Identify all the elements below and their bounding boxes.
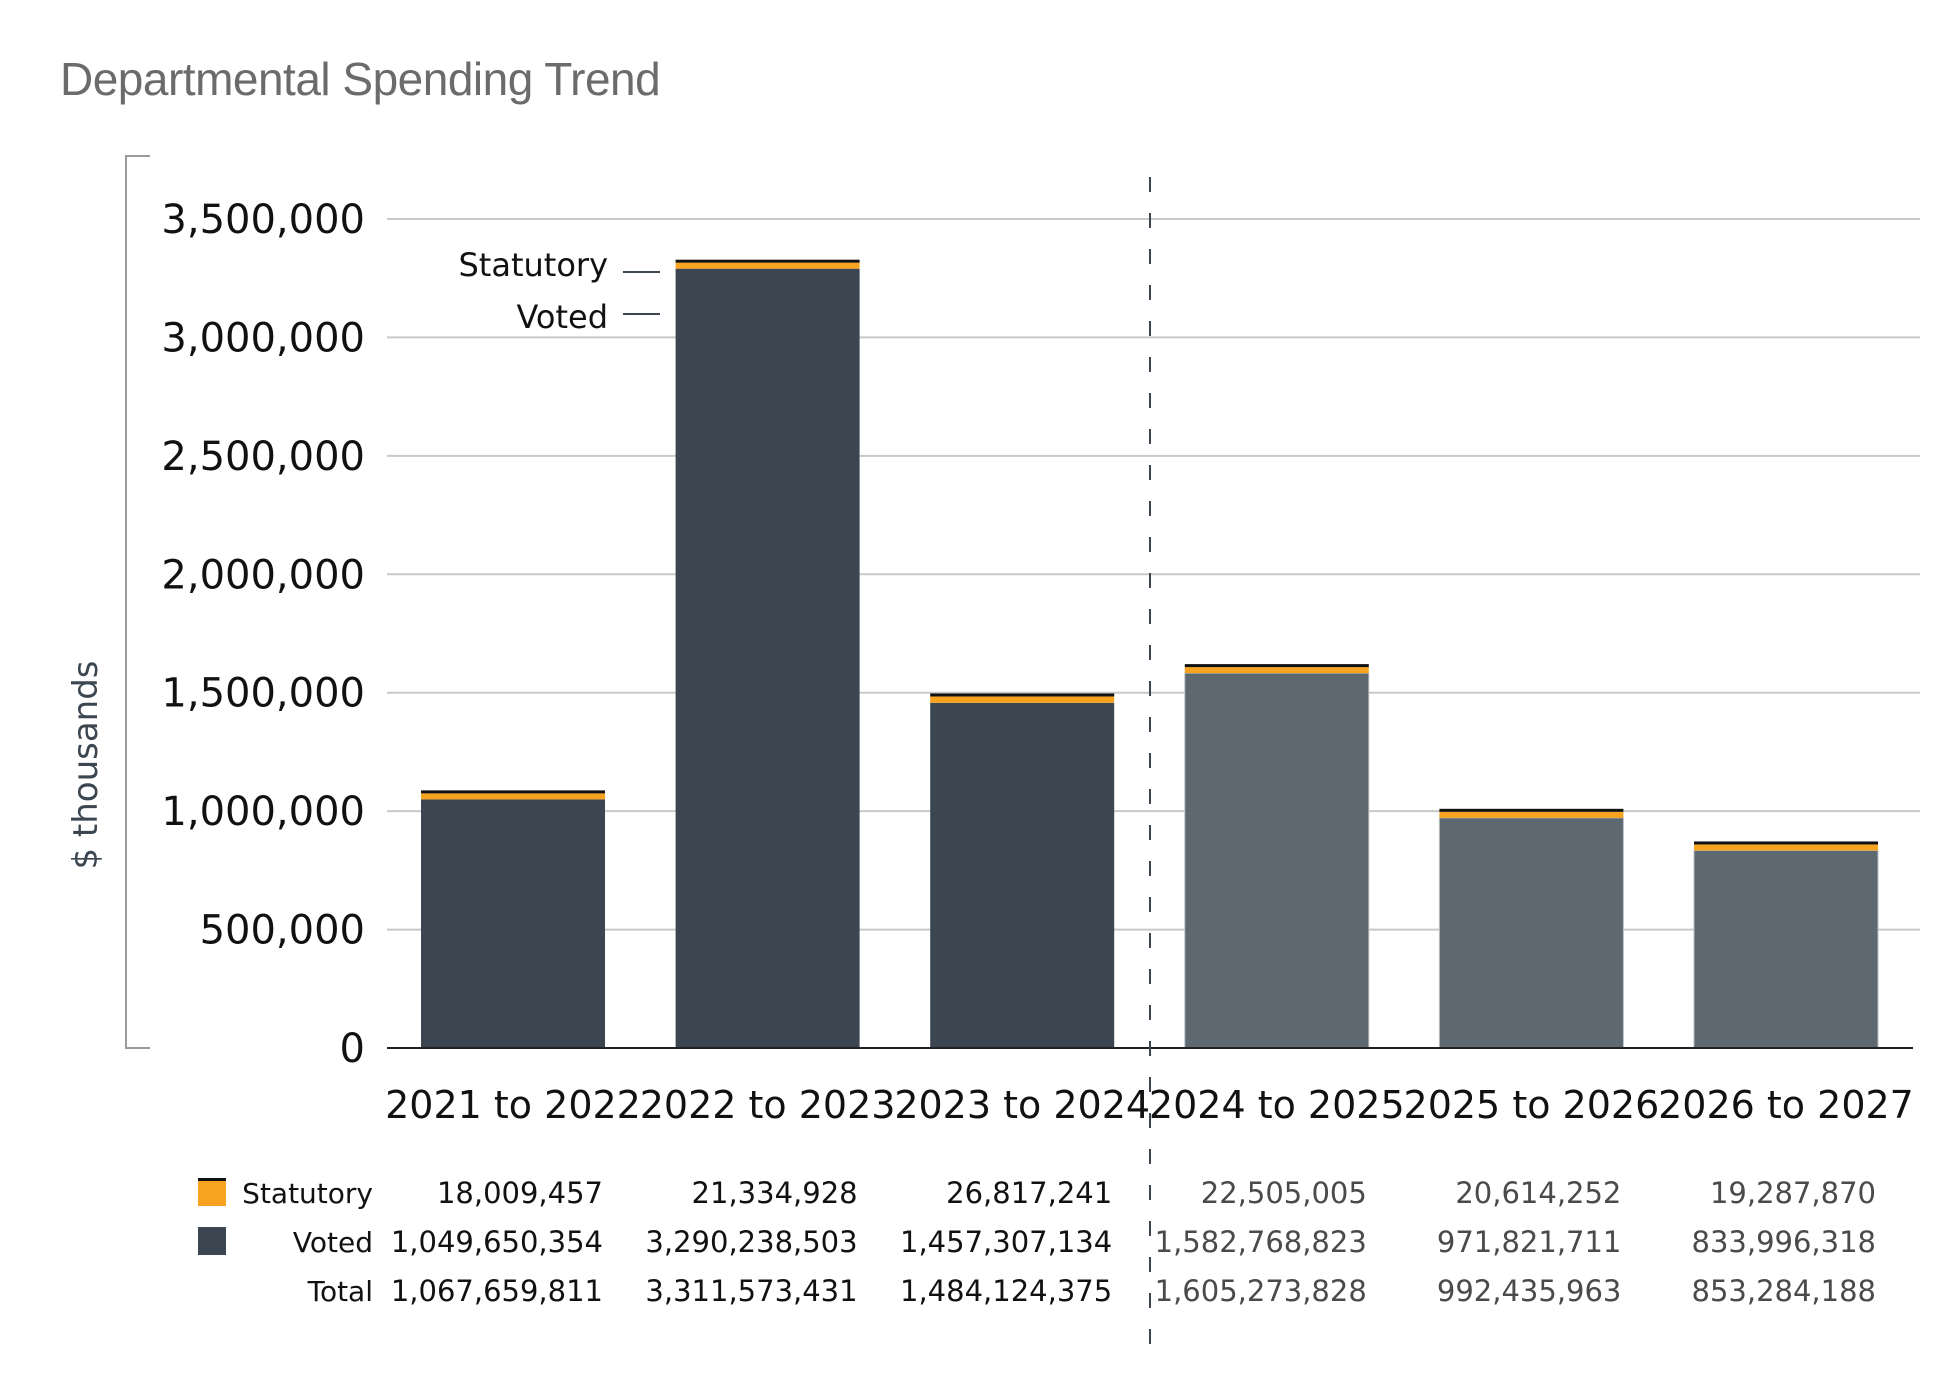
y-tick-label: 0 xyxy=(340,1026,365,1072)
table-cell: 20,614,252 xyxy=(1455,1176,1621,1210)
y-tick-label: 1,000,000 xyxy=(161,789,365,835)
bar-top-edge xyxy=(1439,808,1624,812)
x-tick-label: 2022 to 2023 xyxy=(640,1083,896,1127)
table-cell: 1,049,650,354 xyxy=(391,1225,603,1259)
bar-statutory xyxy=(1439,811,1624,818)
table-row-label: Total xyxy=(307,1275,373,1308)
table-cell: 21,334,928 xyxy=(692,1176,858,1210)
bar-statutory xyxy=(1184,667,1369,674)
bar-statutory xyxy=(1694,844,1878,851)
y-tick-label: 1,500,000 xyxy=(161,671,365,717)
table-cell: 26,817,241 xyxy=(946,1176,1112,1210)
x-tick-label: 2025 to 2026 xyxy=(1404,1083,1660,1127)
y-tick-label: 3,500,000 xyxy=(161,197,365,243)
table-cell: 853,284,188 xyxy=(1692,1274,1877,1308)
bar-group xyxy=(930,693,1115,1048)
annotation-statutory-label: Statutory xyxy=(458,246,608,284)
y-tick-label: 500,000 xyxy=(200,908,365,954)
table-cell: 1,067,659,811 xyxy=(391,1274,603,1308)
table-cell: 1,582,768,823 xyxy=(1155,1225,1367,1259)
bar-group xyxy=(1184,664,1370,1049)
bar-top-edge xyxy=(675,259,860,263)
y-tick-label: 2,000,000 xyxy=(161,552,365,598)
bar-group xyxy=(675,259,860,1049)
y-tick-label: 3,000,000 xyxy=(161,315,365,361)
bars xyxy=(421,259,1879,1049)
bar-voted xyxy=(675,268,860,1049)
bar-top-edge xyxy=(1694,841,1878,845)
table-cell: 971,821,711 xyxy=(1437,1225,1622,1259)
bar-statutory xyxy=(930,696,1115,703)
table-row-label: Statutory xyxy=(242,1177,373,1210)
bar-group xyxy=(421,790,605,1048)
bar-voted xyxy=(1693,849,1879,1049)
chart-title: Departmental Spending Trend xyxy=(60,53,661,105)
y-axis-ticks: 0 500,000 1,000,000 1,500,000 2,000,000 2,500… xyxy=(161,197,365,1072)
table-row: Total 1,067,659,811 3,311,573,431 1,484,124… xyxy=(307,1274,1876,1308)
data-table: Statutory 18,009,457 21,334,928 26,817,241 2… xyxy=(198,1176,1876,1308)
bar-voted xyxy=(1438,817,1624,1049)
bar-voted xyxy=(421,799,605,1048)
bar-group xyxy=(1438,808,1624,1049)
table-cell: 19,287,870 xyxy=(1710,1176,1876,1210)
table-cell: 1,605,273,828 xyxy=(1155,1274,1367,1308)
table-row-label: Voted xyxy=(293,1226,373,1259)
table-cell: 18,009,457 xyxy=(437,1176,603,1210)
bar-statutory xyxy=(675,262,860,269)
x-tick-label: 2026 to 2027 xyxy=(1658,1083,1914,1127)
table-row: Voted 1,049,650,354 3,290,238,503 1,457,307… xyxy=(198,1225,1876,1259)
axis-bracket xyxy=(125,155,150,1049)
table-cell: 833,996,318 xyxy=(1692,1225,1877,1259)
bar-top-edge xyxy=(421,790,605,794)
x-tick-label: 2024 to 2025 xyxy=(1149,1083,1405,1127)
table-cell: 22,505,005 xyxy=(1201,1176,1367,1210)
bar-statutory xyxy=(421,793,605,800)
table-cell: 3,311,573,431 xyxy=(645,1274,857,1308)
annotations: Statutory Voted xyxy=(458,246,660,336)
legend-swatch xyxy=(198,1227,226,1255)
bar-voted xyxy=(930,702,1115,1048)
table-cell: 1,457,307,134 xyxy=(900,1225,1112,1259)
y-tick-label: 2,500,000 xyxy=(161,434,365,480)
table-cell: 992,435,963 xyxy=(1437,1274,1622,1308)
bar-top-edge xyxy=(930,693,1115,697)
table-cell: 3,290,238,503 xyxy=(645,1225,857,1259)
table-row: Statutory 18,009,457 21,334,928 26,817,241 2… xyxy=(198,1176,1876,1210)
annotation-voted-label: Voted xyxy=(516,298,608,336)
x-tick-label: 2023 to 2024 xyxy=(894,1083,1150,1127)
gridlines xyxy=(387,218,1920,931)
bar-group xyxy=(1693,841,1879,1049)
x-tick-label: 2021 to 2022 xyxy=(385,1083,641,1127)
legend-swatch xyxy=(198,1178,226,1206)
bar-top-edge xyxy=(1184,664,1369,668)
legend-swatch-edge xyxy=(198,1178,226,1181)
table-cell: 1,484,124,375 xyxy=(900,1274,1112,1308)
bar-voted xyxy=(1184,672,1370,1049)
